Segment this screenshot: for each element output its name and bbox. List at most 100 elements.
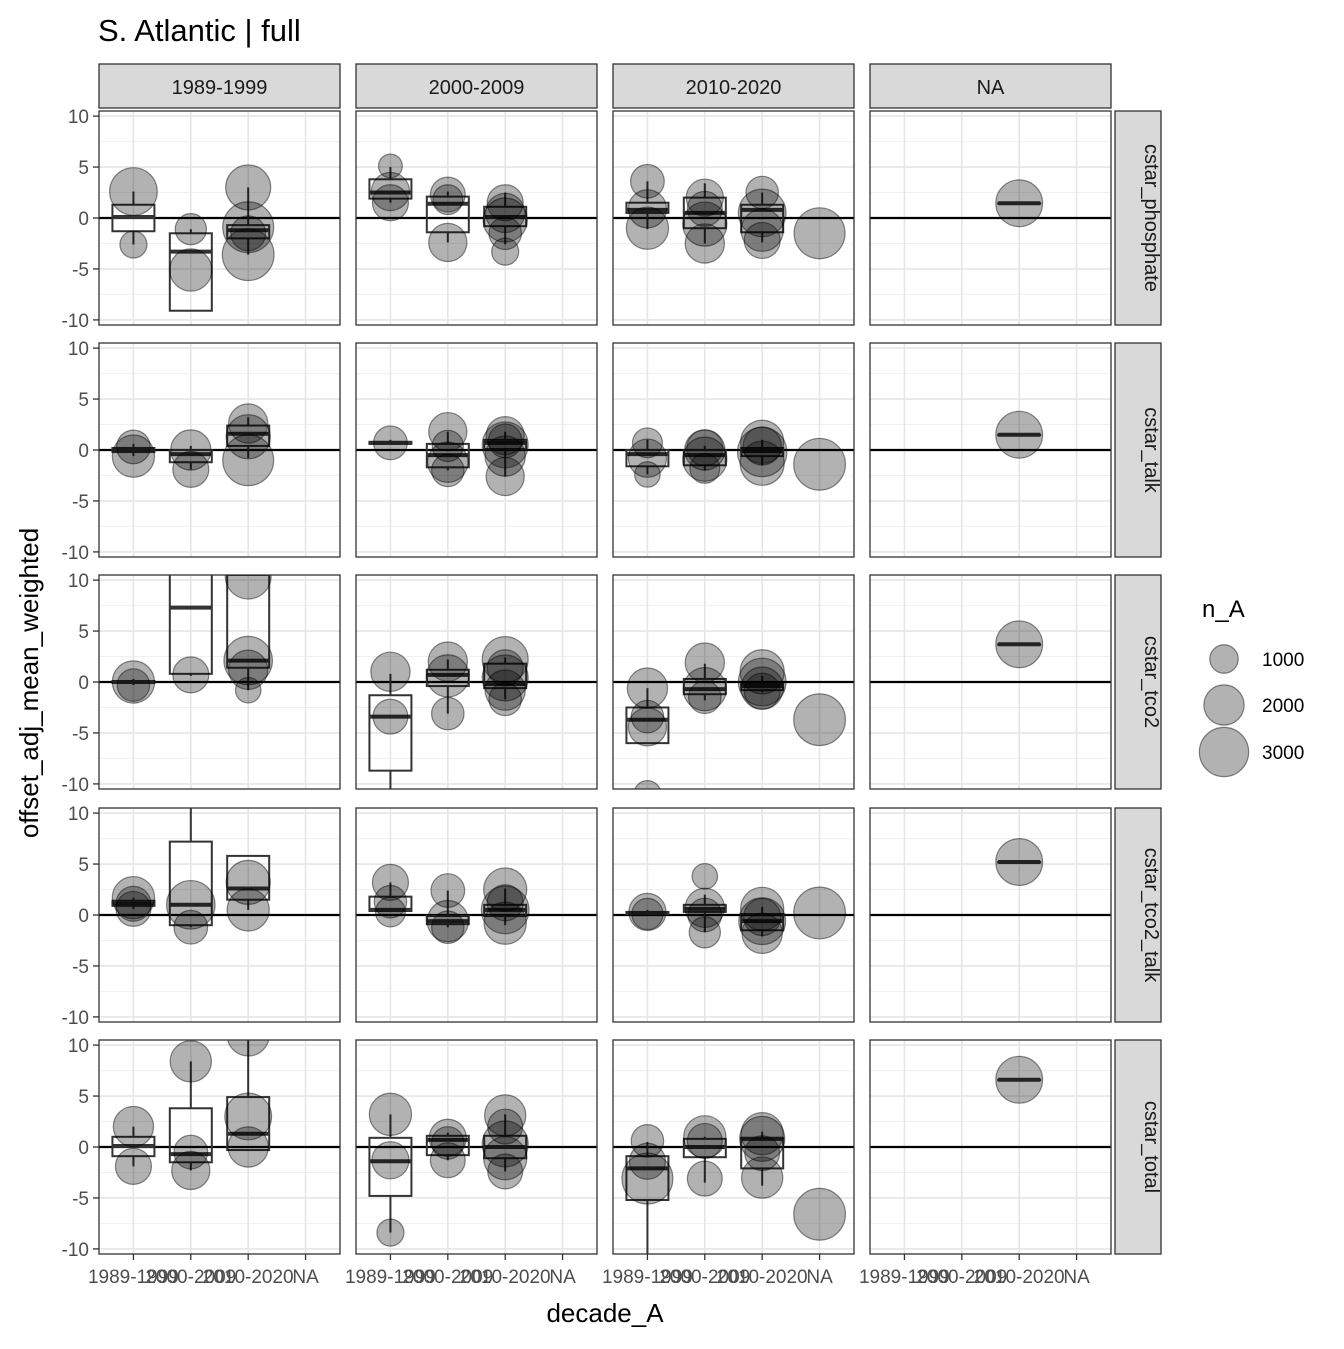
data-point <box>740 886 785 932</box>
data-point <box>225 859 271 906</box>
panel-border <box>355 574 598 790</box>
data-point <box>172 450 210 488</box>
panel-content <box>368 411 529 497</box>
size-legend: n_A 1000 2000 3000 <box>1198 596 1304 778</box>
panel-content <box>995 179 1044 228</box>
y-tick-label: 10 <box>68 571 89 592</box>
data-point <box>222 434 275 487</box>
data-point <box>170 429 212 471</box>
box <box>625 449 670 468</box>
data-point <box>226 888 270 932</box>
data-point <box>486 649 524 687</box>
panel-content <box>368 1092 529 1247</box>
data-point <box>227 1126 269 1168</box>
box <box>168 575 213 675</box>
panel-content <box>111 403 275 488</box>
data-point <box>684 887 726 929</box>
panel-content <box>621 1112 847 1254</box>
column-strip <box>355 63 598 109</box>
panel-border <box>869 342 1112 558</box>
panel-content <box>625 419 847 491</box>
y-tick-label: 0 <box>78 673 89 694</box>
data-point <box>628 1142 667 1180</box>
data-point <box>432 184 464 216</box>
data-point <box>685 178 724 217</box>
data-point <box>630 699 665 734</box>
data-point <box>686 190 723 227</box>
facet-panel <box>870 575 1111 789</box>
data-point <box>487 1153 524 1190</box>
data-point <box>687 680 722 715</box>
data-point <box>682 666 727 712</box>
facet-panel <box>613 808 854 1022</box>
data-point <box>488 682 523 717</box>
data-point <box>627 189 668 229</box>
y-tick-label: -5 <box>72 1189 89 1210</box>
y-tick-label: -10 <box>62 543 89 564</box>
data-point <box>684 642 726 683</box>
row-strip-label: cstar_total <box>1140 1101 1162 1193</box>
data-point <box>793 437 847 491</box>
data-point <box>742 426 782 466</box>
data-point <box>223 635 274 686</box>
data-point <box>740 419 785 465</box>
data-point <box>629 163 665 199</box>
facet-panel <box>613 575 854 789</box>
data-point <box>739 440 785 486</box>
y-tick-label: 5 <box>78 390 89 411</box>
row-strip-label: cstar_tco2 <box>1140 636 1162 728</box>
data-point <box>225 414 271 460</box>
facet-panel <box>613 111 854 325</box>
x-tick-label: 2000-2009 <box>659 1267 750 1288</box>
box <box>226 854 271 901</box>
panel-border <box>355 110 598 326</box>
data-point <box>174 213 207 246</box>
panel-border <box>612 807 855 1023</box>
box <box>168 449 213 464</box>
legend-label: 3000 <box>1262 743 1304 764</box>
data-point <box>686 1160 723 1197</box>
data-point <box>173 1134 209 1170</box>
data-point <box>488 216 523 251</box>
data-point <box>111 660 156 704</box>
data-point <box>487 423 523 459</box>
data-point <box>486 884 524 922</box>
box <box>625 706 670 745</box>
x-tick-label: 2000-2009 <box>145 1267 236 1288</box>
data-point <box>483 867 528 912</box>
y-tick-label: 0 <box>78 209 89 230</box>
panel-border <box>869 574 1112 790</box>
panel-border <box>612 574 855 790</box>
y-tick-label: 10 <box>68 1036 89 1057</box>
data-point <box>995 838 1044 886</box>
box <box>168 1107 213 1164</box>
data-point <box>224 575 272 600</box>
data-point <box>995 620 1044 669</box>
column-strip <box>612 63 855 109</box>
data-point <box>631 427 663 459</box>
data-point <box>684 429 726 471</box>
data-point <box>171 1150 211 1191</box>
panel-border <box>355 807 598 1023</box>
x-tick-label: 2010-2020 <box>460 1267 551 1288</box>
data-point <box>484 669 526 711</box>
box <box>368 694 413 772</box>
legend-symbol <box>1198 726 1250 778</box>
x-tick-label: 2010-2020 <box>717 1267 808 1288</box>
data-point <box>371 184 410 222</box>
data-point <box>222 201 275 254</box>
x-tick-label: 1989-1999 <box>859 1267 950 1288</box>
data-point <box>114 1147 153 1185</box>
y-tick-label: -10 <box>62 775 89 796</box>
data-point <box>221 228 275 282</box>
x-tick-label: 2000-2009 <box>916 1267 1007 1288</box>
data-point <box>111 875 156 920</box>
data-point <box>430 873 466 908</box>
data-point <box>483 1136 528 1181</box>
legend-label: 1000 <box>1262 650 1304 671</box>
data-point <box>227 403 269 444</box>
y-tick-label: 0 <box>78 1138 89 1159</box>
panel-border <box>355 1039 598 1255</box>
y-tick-label: -5 <box>72 724 89 745</box>
data-point <box>374 896 406 928</box>
